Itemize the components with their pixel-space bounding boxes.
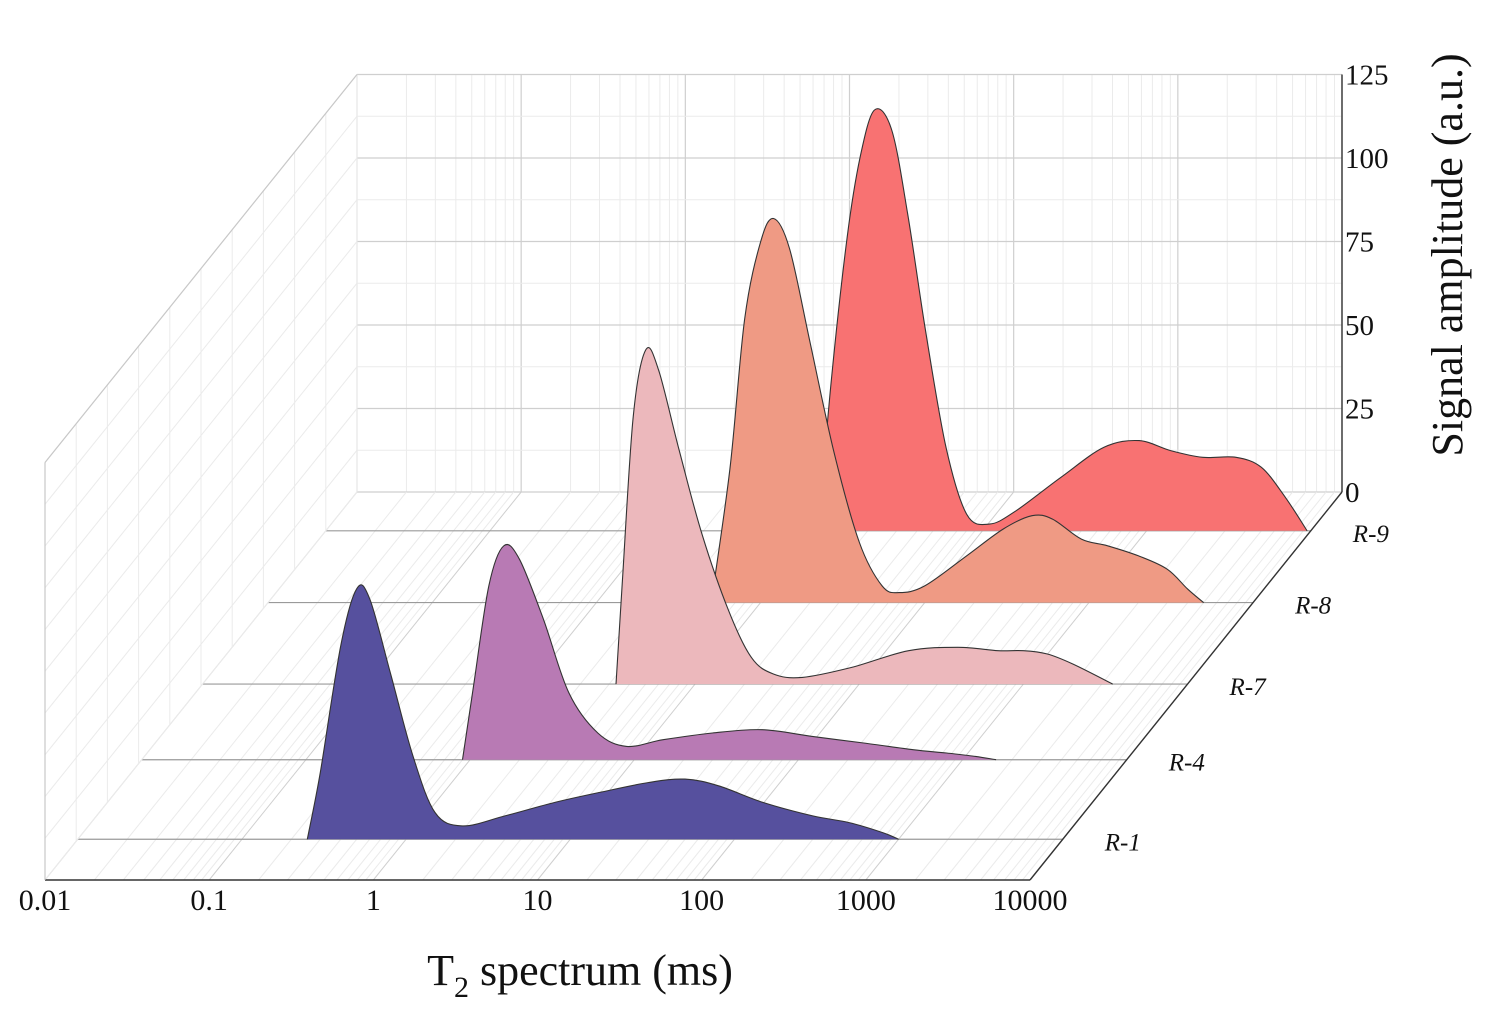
x-tick-label: 1000	[836, 884, 896, 917]
x-tick-label: 100	[679, 884, 724, 917]
series-label: R-8	[1294, 593, 1332, 620]
x-axis-title-rest: spectrum (ms)	[469, 946, 733, 995]
series-layer	[306, 108, 1308, 840]
depth-axis-line	[1029, 491, 1343, 881]
floor-minor-gridline	[980, 491, 1293, 881]
x-axis-title-subscript: 2	[454, 971, 469, 1004]
series-label: R-1	[1104, 829, 1141, 856]
side-wall-gridline	[44, 366, 358, 756]
y-tick-label: 75	[1345, 227, 1374, 259]
side-wall-gridline	[44, 408, 358, 797]
side-wall-gridline	[44, 324, 358, 714]
side-wall-gridline	[44, 157, 358, 547]
floor-minor-gridline	[1013, 491, 1327, 881]
side-wall-gridline	[44, 241, 358, 630]
series-outline-r-8	[710, 217, 1205, 604]
floor-minor-gridline	[451, 491, 765, 881]
x-tick-label: 0.1	[190, 884, 228, 917]
x-tick-label: 10	[523, 884, 553, 917]
floor-minor-gridline	[1004, 491, 1317, 881]
series-outline-r-1	[306, 584, 899, 840]
floor-minor-gridline	[122, 491, 436, 881]
floor-minor-gridline	[1022, 491, 1335, 881]
y-tick-label: 25	[1345, 394, 1374, 426]
side-wall-gridline	[44, 449, 358, 839]
series-area-r-1	[307, 584, 899, 840]
side-wall-gridline	[44, 282, 358, 672]
floor-minor-gridline	[914, 491, 1228, 881]
tick-labels: 0.01 0.1 1 10 100 1000 10000 0 25 50 75 100 125 R-1 R-…	[19, 60, 1390, 918]
x-axis-title: T2 spectrum (ms)	[427, 946, 733, 1004]
floor-minor-gridline	[94, 491, 407, 881]
series-label: R-4	[1168, 750, 1205, 777]
floor-minor-gridline	[172, 491, 486, 881]
series-outline-r-9	[817, 108, 1308, 532]
top-left-edge	[44, 74, 358, 463]
y-tick-label: 100	[1345, 143, 1389, 175]
x-tick-label: 10000	[993, 884, 1068, 917]
series-area-r-7	[616, 347, 1113, 685]
floor-minor-gridline	[993, 491, 1306, 881]
y-tick-label: 50	[1345, 310, 1374, 342]
series-outline-r-7	[615, 347, 1113, 685]
floor-minor-gridline	[964, 491, 1278, 881]
series-area-r-9	[818, 108, 1308, 531]
floor-minor-gridline	[143, 491, 457, 881]
series-area-r-4	[462, 544, 997, 760]
y-axis-title: Signal amplitude (a.u.)	[1423, 53, 1472, 456]
series-label: R-9	[1352, 521, 1390, 548]
side-wall-gridline	[44, 491, 358, 881]
axis-lines	[44, 74, 1343, 881]
y-tick-label: 0	[1345, 477, 1360, 509]
x-axis-title-main: T	[427, 946, 454, 995]
floor-minor-gridline	[943, 491, 1257, 881]
series-area-r-8	[711, 218, 1204, 603]
x-tick-label: 0.01	[19, 884, 72, 917]
floor-minor-gridline	[159, 491, 473, 881]
side-wall-gridline	[44, 199, 358, 589]
y-tick-label: 125	[1345, 60, 1389, 92]
series-label: R-7	[1229, 674, 1268, 701]
x-tick-label: 1	[366, 884, 381, 917]
series-outline-r-4	[461, 543, 997, 761]
side-wall-gridline	[44, 115, 358, 505]
